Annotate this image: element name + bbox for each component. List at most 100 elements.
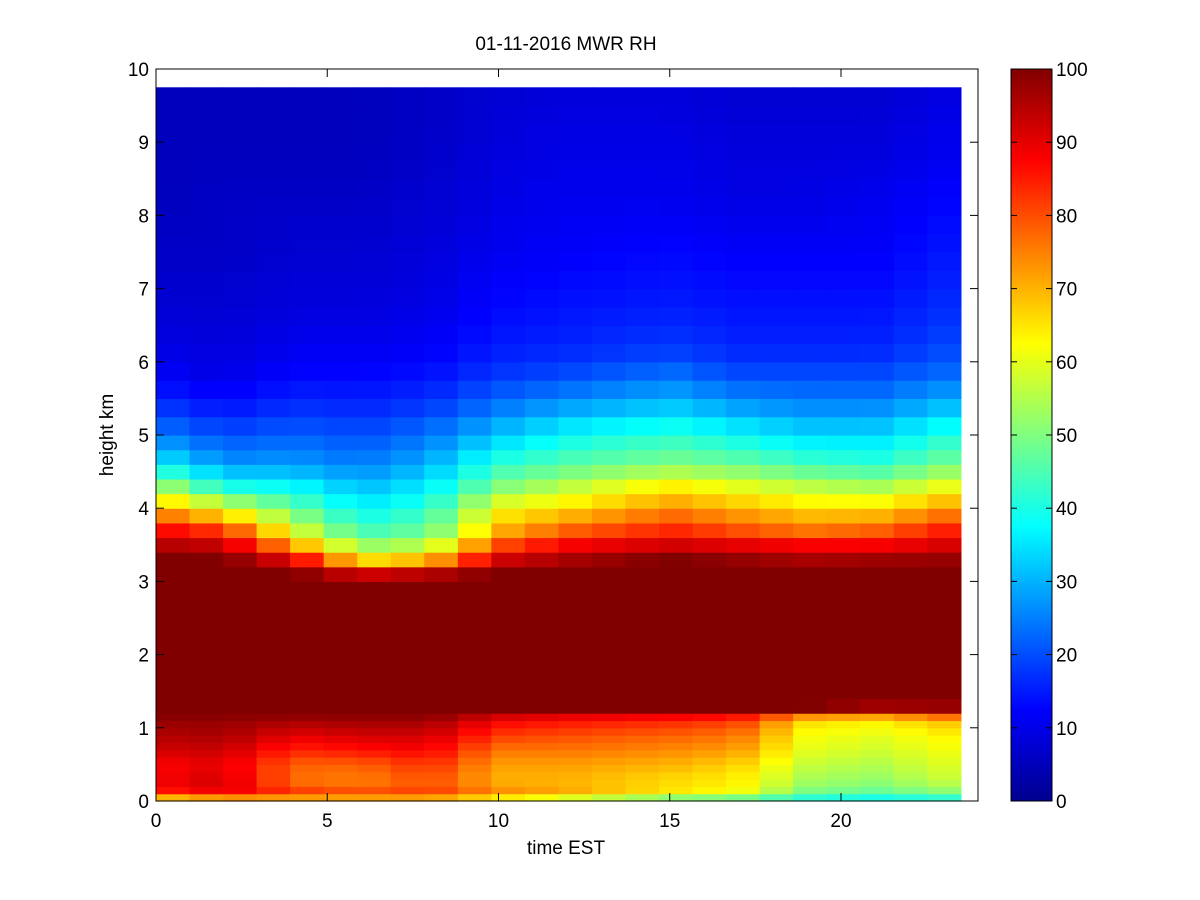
heatmap-cell xyxy=(223,435,258,451)
heatmap-cell xyxy=(659,742,694,751)
heatmap-cell xyxy=(256,786,291,795)
heatmap-cell xyxy=(390,325,425,345)
heatmap-cell xyxy=(491,610,526,626)
heatmap-cell xyxy=(457,742,492,751)
heatmap-cell xyxy=(625,233,660,253)
heatmap-cell xyxy=(793,215,828,235)
heatmap-cell xyxy=(524,123,560,143)
heatmap-cell xyxy=(424,566,459,582)
heatmap-cell xyxy=(726,610,761,626)
heatmap-cell xyxy=(491,552,526,568)
heatmap-cell xyxy=(659,435,694,451)
heatmap-cell xyxy=(826,742,861,751)
heatmap-cell xyxy=(726,713,761,722)
heatmap-cell xyxy=(357,625,392,641)
heatmap-cell xyxy=(659,478,694,495)
heatmap-cell xyxy=(726,343,761,363)
heatmap-cell xyxy=(659,786,694,795)
heatmap-cell xyxy=(156,713,191,722)
heatmap-cell xyxy=(491,493,526,509)
heatmap-cell xyxy=(189,771,224,780)
heatmap-cell xyxy=(156,596,191,612)
heatmap-cell xyxy=(659,654,694,670)
heatmap-cell xyxy=(290,779,325,787)
heatmap-cell xyxy=(759,197,794,216)
heatmap-cell xyxy=(893,288,928,308)
heatmap-cell xyxy=(726,742,761,751)
heatmap-cell xyxy=(860,105,895,125)
heatmap-cell xyxy=(591,233,627,253)
heatmap-cell xyxy=(223,197,258,216)
heatmap-cell xyxy=(189,698,224,714)
heatmap-cell xyxy=(793,398,828,418)
heatmap-cell xyxy=(793,464,828,480)
heatmap-cell xyxy=(156,105,191,125)
heatmap-cell xyxy=(524,713,560,722)
heatmap-cell xyxy=(524,160,560,180)
heatmap-cell xyxy=(524,105,560,125)
heatmap-cell xyxy=(457,178,492,198)
heatmap-cell xyxy=(491,252,526,271)
heatmap-cell xyxy=(189,749,224,758)
heatmap-cell xyxy=(759,416,794,436)
heatmap-cell xyxy=(290,105,325,125)
heatmap-cell xyxy=(591,698,627,714)
heatmap-cell xyxy=(390,793,425,802)
heatmap-cell xyxy=(625,380,660,399)
heatmap-cell xyxy=(591,343,627,363)
colorbar-tick-label: 30 xyxy=(1056,572,1077,593)
heatmap-cell xyxy=(927,727,962,736)
heatmap-cell xyxy=(860,596,895,612)
heatmap-cell xyxy=(558,87,593,107)
heatmap-cell xyxy=(223,727,258,736)
heatmap-cell xyxy=(793,786,828,795)
heatmap-cell xyxy=(256,742,291,751)
heatmap-cell xyxy=(491,683,526,700)
heatmap-cell xyxy=(826,233,861,253)
heatmap-cell xyxy=(491,654,526,670)
heatmap-cell xyxy=(591,416,627,436)
heatmap-cell xyxy=(759,625,794,641)
heatmap-cell xyxy=(625,749,660,758)
heatmap-cell xyxy=(256,522,291,539)
heatmap-cell xyxy=(726,625,761,641)
heatmap-cell xyxy=(591,215,627,235)
heatmap-cell xyxy=(457,522,492,539)
heatmap-cell xyxy=(860,380,895,399)
heatmap-cell xyxy=(424,639,459,656)
heatmap-cell xyxy=(860,416,895,436)
heatmap-cell xyxy=(357,720,392,729)
heatmap-cell xyxy=(189,596,224,612)
heatmap-cell xyxy=(558,270,593,290)
heatmap-cell xyxy=(927,742,962,751)
heatmap-cell xyxy=(290,380,325,399)
heatmap-cell xyxy=(256,683,291,700)
heatmap-cell xyxy=(189,288,224,308)
heatmap-cell xyxy=(860,566,895,582)
heatmap-cell xyxy=(424,123,459,143)
heatmap-cell xyxy=(625,435,660,451)
heatmap-cell xyxy=(491,123,526,143)
heatmap-cell xyxy=(390,464,425,480)
heatmap-cell xyxy=(357,566,392,582)
heatmap-cell xyxy=(524,596,560,612)
heatmap-cell xyxy=(390,537,425,553)
heatmap-cell xyxy=(424,735,459,744)
heatmap-cell xyxy=(323,654,358,670)
heatmap-cell xyxy=(860,160,895,180)
heatmap-cell xyxy=(826,416,861,436)
heatmap-cell xyxy=(692,793,727,802)
heatmap-cell xyxy=(793,105,828,125)
heatmap-cell xyxy=(726,793,761,802)
heatmap-cell xyxy=(659,270,694,290)
chart-title: 01-11-2016 MWR RH xyxy=(475,34,656,55)
heatmap-cell xyxy=(290,610,325,626)
heatmap-cell xyxy=(759,654,794,670)
heatmap-cell xyxy=(927,552,962,568)
heatmap-cell xyxy=(256,720,291,729)
heatmap-cell xyxy=(323,749,358,758)
heatmap-cell xyxy=(692,596,727,612)
heatmap-cell xyxy=(357,493,392,509)
heatmap-cell xyxy=(457,771,492,780)
